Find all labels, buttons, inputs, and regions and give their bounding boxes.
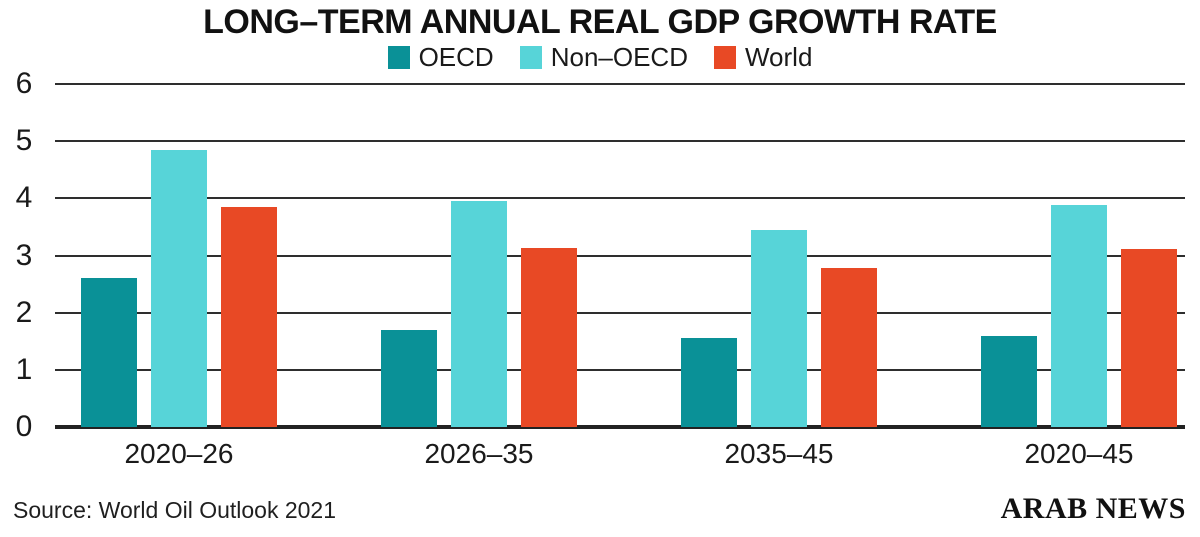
bar-world-2020-45 <box>1121 249 1177 427</box>
x-category-label: 2020–26 <box>124 438 234 469</box>
gridline <box>55 197 1185 199</box>
legend: OECD Non–OECD World <box>0 44 1200 70</box>
gridline <box>55 312 1185 314</box>
bar-world-2035-45 <box>821 268 877 427</box>
non-oecd-swatch-icon <box>519 45 542 69</box>
bar-non-oecd-2026-35 <box>451 201 507 427</box>
y-tick-label: 2 <box>15 296 33 329</box>
bar-world-2026-35 <box>521 248 577 427</box>
bar-oecd-2026-35 <box>381 330 437 427</box>
y-tick-label: 6 <box>15 67 33 100</box>
brand-logo: ARAB NEWS <box>1000 492 1186 525</box>
legend-item-world: World <box>713 42 813 72</box>
legend-label-world: World <box>744 42 813 72</box>
world-swatch-icon <box>713 45 736 69</box>
x-axis-line <box>55 425 1185 429</box>
bar-oecd-2035-45 <box>681 338 737 427</box>
bar-oecd-2020-26 <box>81 278 137 427</box>
legend-item-oecd: OECD <box>387 42 494 72</box>
gridline <box>55 83 1185 85</box>
source-note: Source: World Oil Outlook 2021 <box>13 497 337 523</box>
bar-group-2035-45 <box>681 84 877 427</box>
bar-world-2020-26 <box>221 207 277 427</box>
oecd-swatch-icon <box>387 45 410 69</box>
gridline <box>55 255 1185 257</box>
y-tick-label: 3 <box>15 239 33 272</box>
bar-non-oecd-2035-45 <box>751 230 807 427</box>
chart-title: LONG–TERM ANNUAL REAL GDP GROWTH RATE <box>203 3 997 41</box>
x-category-label: 2035–45 <box>724 438 834 469</box>
x-category-label: 2026–35 <box>424 438 534 469</box>
bar-non-oecd-2020-26 <box>151 150 207 427</box>
bar-group-2020-45 <box>981 84 1177 427</box>
legend-item-non-oecd: Non–OECD <box>519 42 688 72</box>
x-category-label: 2020–45 <box>1024 438 1134 469</box>
y-tick-label: 4 <box>15 181 33 214</box>
bar-group-2020-26 <box>81 84 277 427</box>
bar-non-oecd-2020-45 <box>1051 205 1107 427</box>
legend-label-oecd: OECD <box>418 42 494 72</box>
legend-label-non-oecd: Non–OECD <box>550 42 688 72</box>
y-axis-labels: 0 1 2 3 4 5 6 <box>6 69 48 442</box>
gridline <box>55 140 1185 142</box>
gridline <box>55 369 1185 371</box>
y-tick-label: 1 <box>15 353 33 386</box>
y-tick-label: 0 <box>15 410 33 443</box>
y-tick-label: 5 <box>15 124 33 157</box>
bar-group-2026-35 <box>381 84 577 427</box>
plot-area <box>55 83 1185 429</box>
bar-oecd-2020-45 <box>981 336 1037 427</box>
x-axis-labels: 2020–26 2026–35 2035–45 2020–45 <box>55 438 1185 472</box>
